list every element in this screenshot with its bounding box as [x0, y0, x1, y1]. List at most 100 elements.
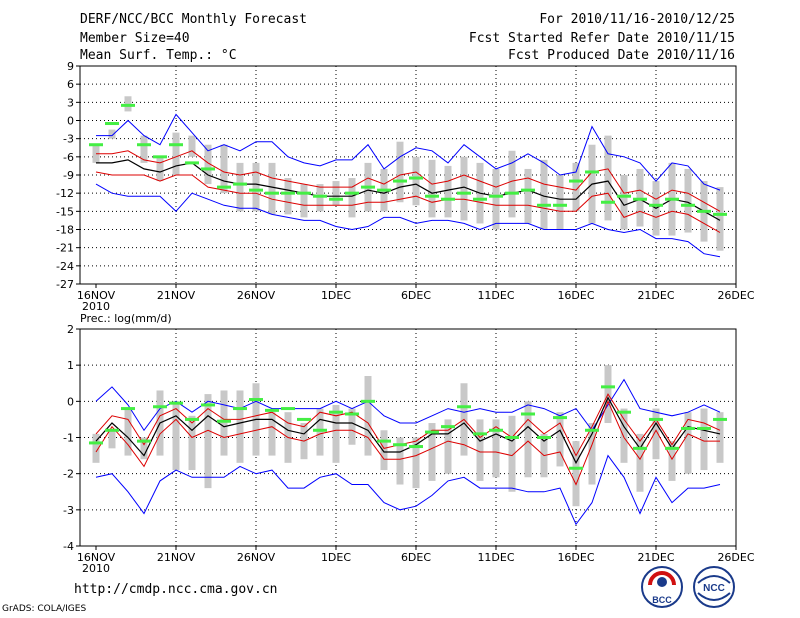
spread-box [492, 419, 500, 478]
upper-line [95, 393, 721, 457]
x-tick-label: 21NOV [157, 289, 196, 302]
spread-box [668, 441, 676, 481]
spread-box [508, 415, 516, 492]
forecast-marker [361, 185, 375, 189]
forecast-marker [329, 410, 343, 414]
forecast-marker [713, 212, 727, 216]
forecast-marker [121, 103, 135, 107]
spread-box [124, 408, 132, 456]
spread-box [172, 401, 180, 471]
ncc-logo-text: NCC [703, 583, 725, 594]
spread-box [540, 159, 548, 230]
spread-box [508, 150, 516, 218]
forecast-marker [585, 170, 599, 174]
precip-panel-title: Prec.: log(mm/d) [80, 312, 172, 325]
forecast-marker [153, 155, 167, 159]
lower-line [95, 171, 721, 233]
forecast-marker [697, 426, 711, 430]
forecast-marker [393, 443, 407, 447]
spread-box [268, 412, 276, 456]
forecast-marker [249, 398, 263, 402]
grads-credit: GrADS: COLA/IGES [2, 604, 87, 614]
forecast-marker [297, 191, 311, 195]
forecast-marker [633, 197, 647, 201]
y-tick-label: -3 [63, 133, 74, 146]
spread-box [556, 412, 564, 467]
spread-box [428, 423, 436, 481]
forecast-marker [281, 407, 295, 411]
forecast-marker [233, 182, 247, 186]
forecast-marker [553, 416, 567, 420]
forecast-marker [425, 194, 439, 198]
spread-box [716, 412, 724, 463]
plot-frame [79, 328, 737, 547]
forecast-marker [425, 430, 439, 434]
forecast-marker [633, 446, 647, 450]
x-tick-label: 1DEC [321, 551, 351, 564]
spread-box [252, 162, 260, 212]
forecast-marker [489, 428, 503, 432]
y-tick-label: -15 [56, 205, 74, 218]
x-tick-label: 26DEC [717, 289, 754, 302]
forecast-marker [137, 439, 151, 443]
forecast-marker [345, 412, 359, 416]
spread-box [108, 129, 116, 139]
spread-box [188, 415, 196, 471]
forecast-marker [217, 419, 231, 423]
forecast-marker [665, 446, 679, 450]
forecast-marker [185, 417, 199, 421]
forecast-start-date: Fcst Started Refer Date 2010/11/15 [468, 31, 735, 46]
mean-line [95, 396, 721, 465]
spread-box [492, 168, 500, 230]
plot-frame [79, 65, 737, 285]
y-tick-label: -4 [63, 540, 74, 553]
forecast-marker [185, 161, 199, 165]
member-size: Member Size=40 [80, 31, 190, 46]
spread-box [188, 135, 196, 157]
min-line [95, 183, 721, 258]
spread-box [236, 162, 244, 212]
spread-box [588, 423, 596, 485]
spread-box [364, 376, 372, 456]
forecast-marker [297, 417, 311, 421]
y-tick-label: 0 [67, 395, 74, 408]
forecast-period: For 2010/11/16-2010/12/25 [539, 12, 735, 27]
x-tick-label: 26NOV [237, 289, 276, 302]
spread-box [524, 168, 532, 224]
source-url[interactable]: http://cmdp.ncc.cma.gov.cn [74, 582, 278, 597]
spread-box [316, 408, 324, 456]
y-tick-label: -21 [56, 242, 74, 255]
forecast-marker [617, 410, 631, 414]
x-year-label: 2010 [82, 300, 110, 313]
forecast-marker [377, 439, 391, 443]
spread-box [380, 430, 388, 471]
spread-box [652, 408, 660, 460]
chart-title: DERF/NCC/BCC Monthly Forecast [80, 12, 307, 27]
forecast-marker [521, 188, 535, 192]
forecast-marker [281, 191, 295, 195]
spread-box [476, 419, 484, 481]
spread-box [684, 412, 692, 474]
forecast-marker [169, 143, 183, 147]
x-tick-label: 11DEC [477, 289, 514, 302]
spread-box [396, 437, 404, 485]
max-line [96, 113, 721, 191]
x-tick-label: 26DEC [717, 551, 754, 564]
spread-box [236, 390, 244, 463]
x-tick-label: 16NOV [77, 551, 116, 564]
forecast-marker [441, 197, 455, 201]
forecast-marker [649, 417, 663, 421]
x-tick-label: 16DEC [557, 551, 594, 564]
spread-box [332, 181, 340, 206]
forecast-marker [505, 436, 519, 439]
forecast-produced-date: Fcst Produced Date 2010/11/16 [508, 48, 735, 63]
y-tick-label: -18 [56, 224, 74, 237]
forecast-marker [585, 428, 599, 432]
spread-box [604, 135, 612, 221]
y-tick-label: -12 [56, 187, 74, 200]
forecast-marker [473, 432, 487, 436]
forecast-marker [361, 399, 375, 403]
y-tick-label: -24 [56, 260, 74, 273]
spread-box [620, 175, 628, 230]
spread-box [412, 437, 420, 489]
